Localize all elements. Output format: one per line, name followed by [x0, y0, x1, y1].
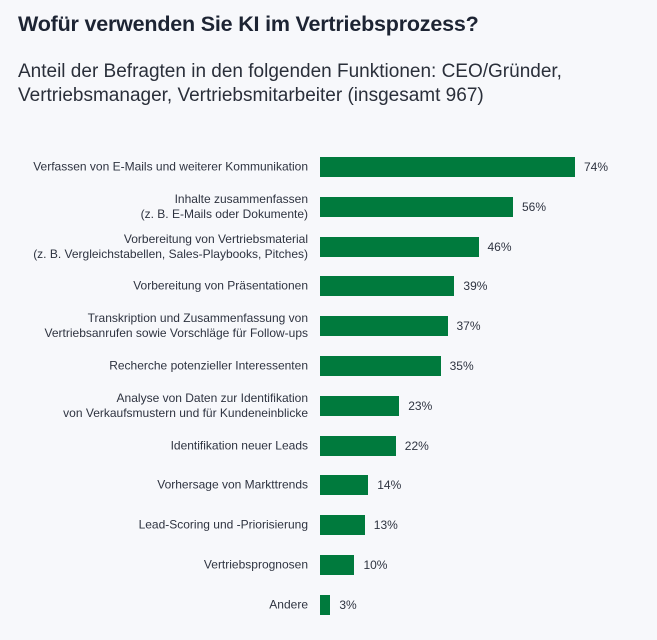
category-label-line: Lead-Scoring und -Priorisierung — [138, 517, 308, 532]
data-label: 39% — [463, 279, 488, 294]
bar — [320, 515, 365, 536]
bar — [320, 594, 331, 615]
data-label: 14% — [377, 478, 402, 493]
category-label-line: (z. B. Vergleichstabellen, Sales-Playboo… — [33, 246, 308, 261]
category-label: Andere — [269, 597, 308, 612]
bar-row: Lead-Scoring und -Priorisierung 13% — [0, 505, 657, 545]
category-label: Inhalte zusammenfassen (z. B. E-Mails ode… — [141, 192, 308, 222]
category-label-line: Andere — [269, 597, 308, 612]
category-label: Vorhersage von Markttrends — [157, 478, 308, 493]
category-label-line: Vorbereitung von Vertriebsmaterial — [123, 231, 308, 246]
category-label-line: Transkription und Zusammenfassung von — [87, 311, 308, 326]
bar — [320, 435, 396, 456]
category-label-line: Verfassen von E-Mails und weiterer Kommu… — [33, 159, 308, 174]
category-label-line: Inhalte zusammenfassen — [174, 191, 308, 206]
data-label: 23% — [408, 398, 433, 413]
category-label: Lead-Scoring und -Priorisierung — [139, 518, 308, 533]
bar — [320, 316, 448, 337]
bar — [320, 236, 479, 257]
data-label: 56% — [521, 199, 546, 214]
category-label: Transkription und Zusammenfassung von Ver… — [45, 311, 308, 341]
data-label: 22% — [404, 438, 429, 453]
bar-row: Inhalte zusammenfassen (z. B. E-Mails ode… — [0, 187, 657, 227]
category-label-line: Vorhersage von Markttrends — [157, 477, 308, 492]
category-label: Vorbereitung von Präsentationen — [133, 279, 308, 294]
category-label-line: Identifikation neuer Leads — [170, 438, 308, 453]
bar — [320, 196, 513, 217]
category-label: Identifikation neuer Leads — [171, 438, 308, 453]
chart-subtitle: Anteil der Befragten in den folgenden Fu… — [18, 61, 562, 106]
data-label: 74% — [584, 160, 609, 174]
category-label: Analyse von Daten zur Identifikation von … — [63, 391, 308, 421]
bar — [320, 395, 400, 416]
category-label-line: Vorbereitung von Präsentationen — [133, 278, 308, 293]
bar-row: Vertriebsprognosen 10% — [0, 545, 657, 585]
bar — [320, 276, 455, 297]
category-label-line: Analyse von Daten zur Identifikation — [116, 390, 308, 405]
bar-row: Andere 3% — [0, 585, 657, 625]
category-label-line: von Verkaufsmustern und für Kundeneinbli… — [63, 405, 308, 420]
bar — [320, 356, 441, 376]
bar — [320, 555, 355, 575]
data-label: 35% — [449, 359, 474, 373]
category-label: Recherche potenzieller Interessenten — [109, 359, 308, 374]
bar-row: Transkription und Zusammenfassung von Ver… — [0, 306, 657, 346]
data-label: 10% — [363, 558, 388, 572]
bar-row: Recherche potenzieller Interessenten 35% — [0, 346, 657, 386]
category-label-line: (z. B. E-Mails oder Dokumente) — [140, 206, 308, 221]
bar-row: Identifikation neuer Leads 22% — [0, 426, 657, 466]
bar-row: Vorhersage von Markttrends 14% — [0, 465, 657, 505]
bar — [320, 157, 575, 177]
bar-row: Vorbereitung von Vertriebsmaterial (z. B.… — [0, 227, 657, 267]
bar-row: Vorbereitung von Präsentationen 39% — [0, 266, 657, 306]
data-label: 3% — [339, 597, 357, 612]
data-label: 46% — [487, 239, 512, 254]
bar-row: Analyse von Daten zur Identifikation von … — [0, 386, 657, 426]
category-label: Vorbereitung von Vertriebsmaterial (z. B.… — [33, 232, 308, 262]
category-label: Vertriebsprognosen — [204, 558, 308, 573]
data-label: 37% — [456, 319, 481, 334]
category-label-line: Vertriebsanrufen sowie Vorschläge für Fo… — [44, 326, 308, 341]
category-label-line: Recherche potenzieller Interessenten — [109, 358, 308, 373]
chart-title: Wofür verwenden Sie KI im Vertriebsproze… — [18, 12, 479, 36]
category-label-line: Vertriebsprognosen — [203, 557, 308, 572]
bar — [320, 475, 369, 496]
bar-row: Verfassen von E-Mails und weiterer Kommu… — [0, 147, 657, 187]
category-label: Verfassen von E-Mails und weiterer Kommu… — [33, 160, 308, 175]
data-label: 13% — [373, 518, 398, 533]
